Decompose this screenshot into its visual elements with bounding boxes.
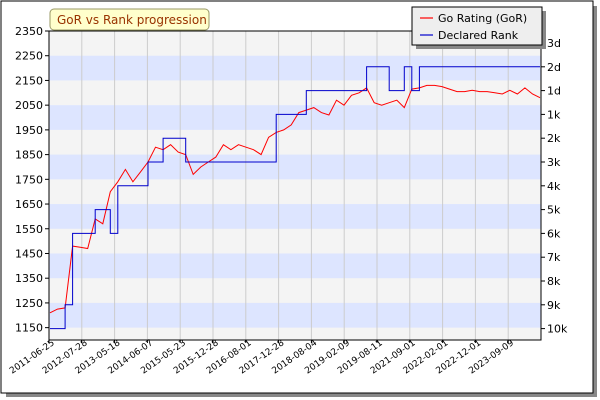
series-layer [49, 66, 541, 330]
left-tick-label: 1750 [15, 173, 43, 186]
legend: Go Rating (GoR) Declared Rank [411, 6, 546, 49]
right-axis: 3d 2d 1d 1k 2k 3k 4k 5k 6k 7k 8k 9k 10k [541, 37, 568, 336]
right-tick-label: 9k [547, 299, 561, 312]
right-tick-label: 10k [547, 323, 568, 336]
right-tick-label: 2d [547, 61, 561, 74]
left-tick-label: 1950 [15, 124, 43, 137]
left-tick-label: 1250 [15, 297, 43, 310]
left-tick-label: 1650 [15, 198, 43, 211]
left-tick-label: 2350 [15, 25, 43, 38]
right-tick-label: 3d [547, 37, 561, 50]
left-tick-label: 2050 [15, 99, 43, 112]
legend-box [411, 6, 543, 46]
plot-band [49, 105, 541, 130]
left-tick-label: 2150 [15, 74, 43, 87]
left-tick-label: 1550 [15, 223, 43, 236]
right-tick-label: 1d [547, 85, 561, 98]
legend-gor-label: Go Rating (GoR) [438, 12, 527, 25]
plot-band [49, 302, 541, 328]
right-tick-label: 7k [547, 251, 561, 264]
series-gor-line [49, 84, 541, 314]
right-tick-label: 8k [547, 275, 561, 288]
right-tick-label: 3k [547, 156, 561, 169]
plot-band [49, 154, 541, 180]
legend-rank-label: Declared Rank [438, 29, 519, 42]
left-tick-label: 1850 [15, 149, 43, 162]
right-tick-label: 6k [547, 227, 561, 240]
left-tick-label: 2250 [15, 50, 43, 63]
left-axis: 1150 1250 1350 1450 1550 1650 1750 1850 1950 2050… [15, 25, 49, 335]
chart-title-box [49, 8, 210, 31]
chart-title-text: GoR vs Rank progression [57, 13, 207, 27]
right-tick-label: 5k [547, 204, 561, 217]
right-tick-label: 1k [547, 108, 561, 121]
grid-lines [81, 31, 542, 340]
series-rank-line [50, 66, 540, 330]
right-tick-label: 4k [547, 180, 561, 193]
left-tick-label: 1350 [15, 272, 43, 285]
plot-band [49, 204, 541, 229]
plot-background [49, 31, 541, 340]
plot-band [49, 253, 541, 279]
right-tick-label: 2k [547, 132, 561, 145]
left-tick-label: 1150 [15, 322, 43, 335]
plot-band [49, 55, 541, 81]
chart-title: GoR vs Rank progression [49, 8, 210, 31]
left-tick-label: 1450 [15, 247, 43, 260]
